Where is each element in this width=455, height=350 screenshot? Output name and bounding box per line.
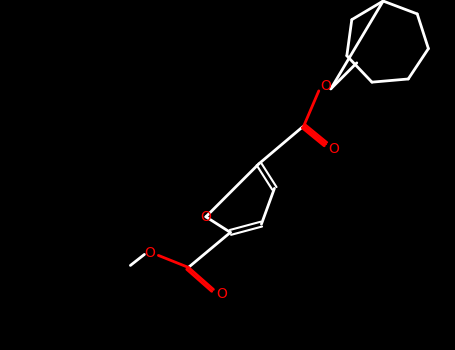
Text: O: O xyxy=(329,142,339,156)
Text: O: O xyxy=(144,246,155,260)
Text: O: O xyxy=(216,287,227,301)
Text: O: O xyxy=(320,79,331,93)
Text: O: O xyxy=(201,210,211,224)
